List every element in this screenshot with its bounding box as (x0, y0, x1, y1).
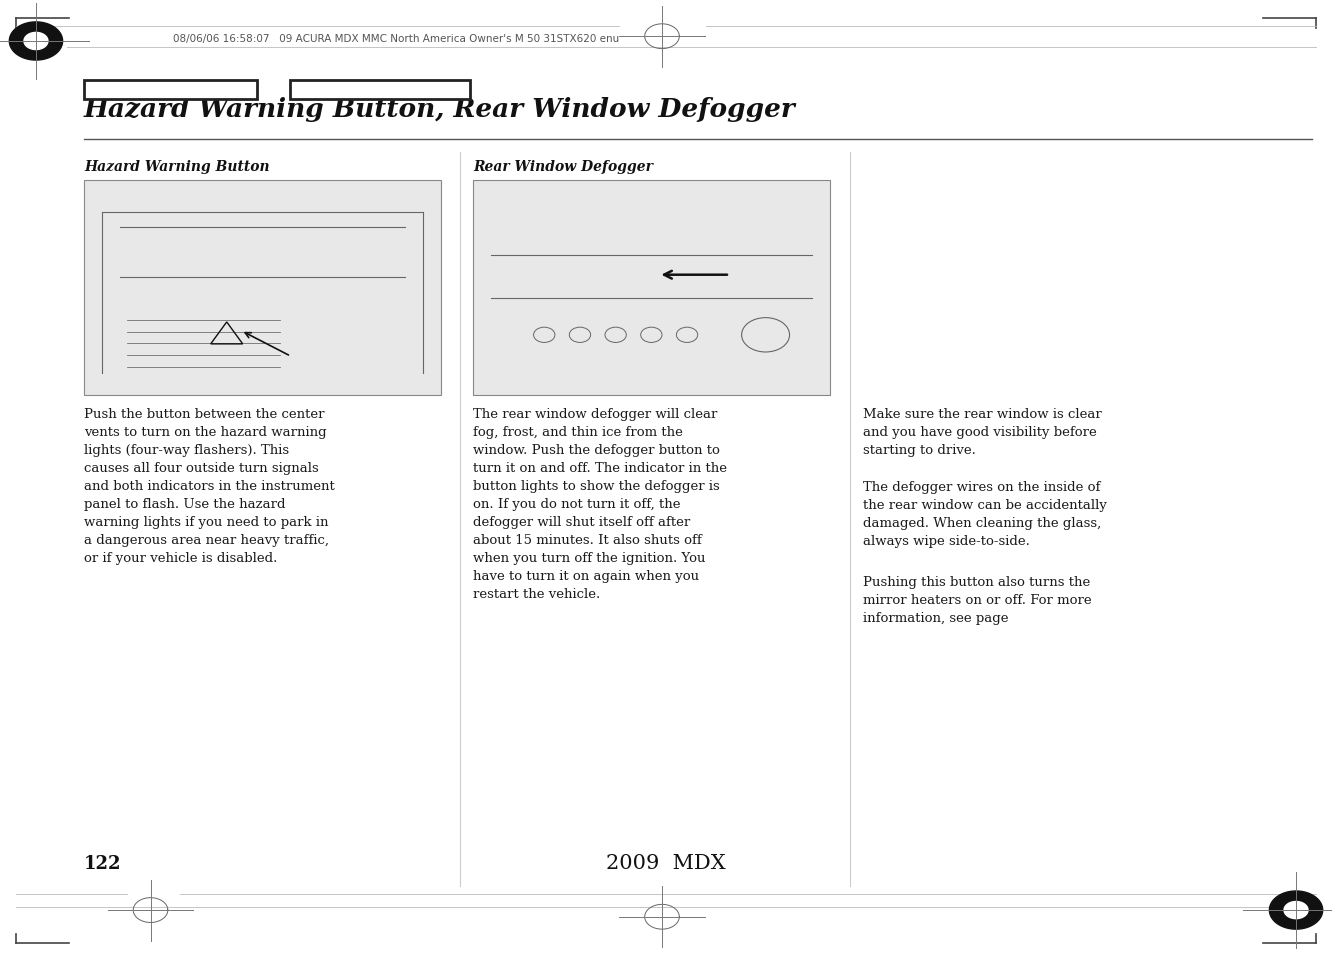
Text: Rear Window Defogger: Rear Window Defogger (473, 160, 653, 174)
Text: The rear window defogger will clear
fog, frost, and thin ice from the
window. Pu: The rear window defogger will clear fog,… (473, 408, 727, 600)
Bar (473, 181, 830, 395)
Bar (84, 181, 441, 395)
Polygon shape (9, 23, 63, 61)
Text: Hazard Warning Button: Hazard Warning Button (84, 160, 269, 174)
Text: 08/06/06 16:58:07   09 ACURA MDX MMC North America Owner's M 50 31STX620 enu: 08/06/06 16:58:07 09 ACURA MDX MMC North… (173, 34, 619, 44)
Polygon shape (24, 33, 48, 51)
Text: 122: 122 (84, 854, 121, 872)
Text: 2009  MDX: 2009 MDX (606, 853, 726, 872)
Text: Make sure the rear window is clear
and you have good visibility before
starting : Make sure the rear window is clear and y… (863, 408, 1102, 456)
Polygon shape (1269, 891, 1323, 929)
Text: Push the button between the center
vents to turn on the hazard warning
lights (f: Push the button between the center vents… (84, 408, 334, 565)
Text: Pushing this button also turns the
mirror heaters on or off. For more
informatio: Pushing this button also turns the mirro… (863, 576, 1092, 625)
Bar (84, 81, 257, 100)
Polygon shape (1284, 902, 1308, 919)
Text: Hazard Warning Button, Rear Window Defogger: Hazard Warning Button, Rear Window Defog… (84, 97, 795, 122)
Bar (290, 81, 470, 100)
Text: The defogger wires on the inside of
the rear window can be accidentally
damaged.: The defogger wires on the inside of the … (863, 481, 1107, 548)
